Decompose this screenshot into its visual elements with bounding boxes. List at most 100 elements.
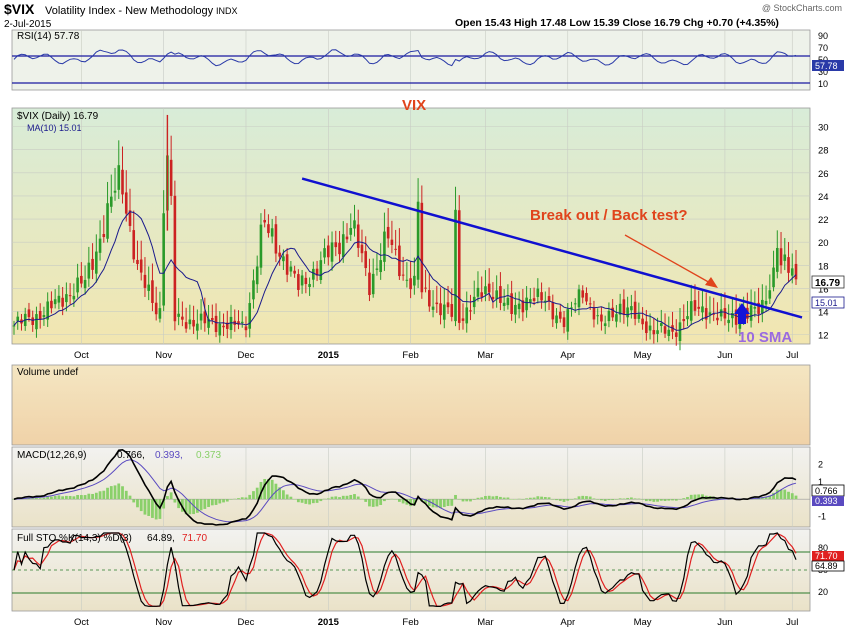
histogram-bar bbox=[225, 499, 229, 502]
candle-body bbox=[794, 263, 798, 280]
candle-body bbox=[506, 297, 510, 306]
candle-body bbox=[783, 254, 787, 261]
histogram-bar bbox=[102, 490, 106, 500]
candle-body bbox=[76, 277, 79, 293]
candle-body bbox=[633, 301, 637, 319]
candle-body bbox=[753, 307, 757, 309]
stoch-k-last-tag bbox=[811, 560, 845, 572]
candle-body bbox=[38, 310, 42, 320]
candle-body bbox=[775, 247, 779, 272]
candle-body bbox=[484, 286, 487, 295]
histogram-bar bbox=[476, 497, 480, 500]
candle-body bbox=[514, 304, 517, 315]
histogram-bar bbox=[31, 498, 35, 500]
price-tick-label: 26 bbox=[818, 169, 829, 180]
candle-body bbox=[57, 295, 61, 303]
candle-body bbox=[278, 252, 281, 257]
histogram-bar bbox=[64, 495, 68, 500]
x-tick-label: Feb bbox=[402, 617, 418, 628]
histogram-bar bbox=[285, 494, 289, 500]
histogram-bar bbox=[502, 497, 506, 500]
histogram-bar bbox=[637, 498, 641, 500]
histogram-bar bbox=[603, 499, 607, 502]
candle-body bbox=[300, 275, 304, 286]
histogram-bar bbox=[626, 497, 630, 500]
histogram-bar bbox=[124, 490, 128, 500]
histogram-bar bbox=[454, 494, 457, 500]
x-tick-label: Jul bbox=[786, 617, 798, 628]
candle-body bbox=[42, 315, 46, 318]
histogram-bar bbox=[629, 497, 633, 500]
price-tick-label: 18 bbox=[818, 261, 829, 272]
histogram-bar bbox=[341, 495, 345, 500]
rsi-tick-label: 30 bbox=[818, 67, 828, 77]
volume-legend: Volume undef bbox=[17, 367, 78, 378]
x-tick-label: Oct bbox=[74, 617, 89, 628]
candle-body bbox=[630, 306, 633, 311]
trendline bbox=[301, 177, 803, 319]
candle-body bbox=[573, 303, 577, 305]
candle-body bbox=[454, 209, 457, 322]
candle-body bbox=[326, 245, 330, 258]
histogram-bar bbox=[121, 486, 124, 500]
candle-body bbox=[128, 210, 132, 226]
histogram-bar bbox=[46, 496, 50, 500]
candle-body bbox=[252, 280, 255, 300]
histogram-bar bbox=[663, 499, 667, 501]
candle-body bbox=[401, 274, 405, 276]
x-tick-label: Dec bbox=[238, 350, 255, 361]
histogram-bar bbox=[558, 499, 562, 501]
candle-body bbox=[95, 251, 98, 274]
candle-body bbox=[222, 325, 225, 328]
histogram-bar bbox=[214, 499, 218, 505]
candle-body bbox=[338, 242, 341, 255]
histogram-bar bbox=[521, 499, 525, 500]
histogram-bar bbox=[300, 499, 304, 503]
stoch-tick-label: 80 bbox=[818, 543, 828, 553]
macd-legend-name: MACD(12,26,9) bbox=[17, 450, 86, 461]
candle-body bbox=[607, 310, 611, 322]
histogram-bar bbox=[184, 499, 188, 515]
candle-body bbox=[35, 314, 38, 330]
histogram-bar bbox=[622, 498, 626, 500]
candle-body bbox=[772, 267, 775, 288]
candle-body bbox=[648, 325, 652, 331]
candle-body bbox=[424, 287, 427, 289]
candle-body bbox=[394, 248, 397, 250]
histogram-bar bbox=[656, 499, 659, 502]
x-tick-label: Mar bbox=[477, 617, 493, 628]
histogram-bar bbox=[311, 499, 315, 504]
histogram-bar bbox=[585, 496, 588, 500]
histogram-bar bbox=[375, 499, 379, 507]
candle-body bbox=[618, 303, 622, 315]
candle-body bbox=[181, 316, 184, 320]
histogram-bar bbox=[353, 494, 356, 500]
candle-body bbox=[289, 266, 293, 272]
candle-body bbox=[585, 292, 588, 302]
histogram-bar bbox=[199, 499, 203, 511]
macd-panel: MACD(12,26,9) 0.766, 0.393, 0.373 210-1 … bbox=[11, 446, 845, 528]
candle-body bbox=[356, 224, 360, 248]
candle-body bbox=[229, 316, 233, 331]
candle-body bbox=[214, 315, 218, 333]
histogram-bar bbox=[409, 499, 413, 507]
rsi-tick-label: 90 bbox=[818, 31, 828, 41]
candle-body bbox=[611, 307, 614, 318]
histogram-bar bbox=[641, 499, 644, 500]
candle-body bbox=[330, 242, 334, 262]
candle-body bbox=[457, 210, 461, 323]
candle-body bbox=[532, 298, 536, 301]
candle-body bbox=[173, 195, 177, 322]
x-tick-label: Jun bbox=[717, 617, 732, 628]
candle-body bbox=[551, 302, 555, 320]
macd-tick-label: -1 bbox=[818, 512, 826, 522]
candle-body bbox=[16, 316, 20, 322]
histogram-bar bbox=[412, 499, 416, 506]
histogram-bar bbox=[106, 487, 109, 500]
histogram-bar bbox=[233, 498, 237, 500]
histogram-bar bbox=[143, 499, 147, 515]
candle-body bbox=[734, 309, 738, 325]
macd-legend-macd: 0.766, bbox=[117, 450, 145, 461]
histogram-bar bbox=[68, 495, 72, 500]
histogram-bar bbox=[154, 499, 158, 520]
